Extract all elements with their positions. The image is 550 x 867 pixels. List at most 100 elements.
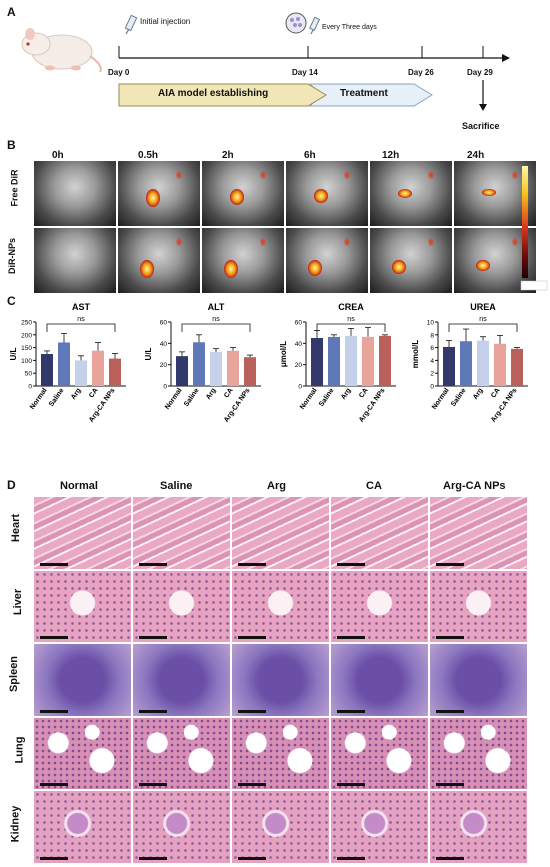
scale-bar [40,709,68,713]
scale-bar [436,856,464,860]
y-tick-label: 20 [295,362,303,369]
histology-image [330,716,429,790]
time-6h: 6h [304,150,316,161]
syringe-icon [124,14,138,35]
histology-image [231,569,330,643]
scale-bar [238,636,266,639]
significance-label: ns [479,316,487,323]
category-label: Arg [205,387,218,401]
histology-image [330,496,429,570]
scale-bar [337,709,365,713]
category-label: Arg [70,387,83,401]
y-tick-label: 150 [21,345,32,352]
category-label: Normal [299,387,319,411]
scale-bar [436,709,464,713]
bar [311,338,323,386]
phase-treatment-label: Treatment [340,88,388,99]
chart-title: UREA [470,302,496,312]
scale-bar [139,856,167,860]
histology-image [33,569,132,643]
category-label: Arg [472,387,485,401]
time-2h: 2h [222,150,234,161]
ivis-image [369,160,453,227]
row-dir-nps: DiR-NPs [7,237,18,275]
y-tick-label: 20 [160,362,168,369]
scale-bar [40,783,68,786]
scale-bar [436,636,464,639]
y-tick-label: 200 [21,332,32,339]
rat-illustration [21,28,102,73]
bar [244,357,256,386]
histology-image [132,569,231,643]
panel-b-label: B [7,138,16,152]
y-tick-label: 60 [160,320,168,327]
y-tick-label: 40 [160,341,168,348]
petri-dish-icon [285,12,307,34]
y-tick-label: 2 [430,371,434,378]
ivis-image [33,160,117,227]
phase-model-label: AIA model establishing [158,88,269,99]
scale-bar [436,783,464,786]
row-kidney: Kidney [9,805,22,843]
bar [362,336,374,386]
bar [92,350,104,386]
bar [41,354,53,386]
histology-image [429,496,528,570]
chart-title: CREA [338,302,364,312]
y-tick-label: 0 [298,384,302,391]
category-label: Arg [340,387,353,401]
histology-image [231,790,330,864]
day-29-label: Day 29 [467,68,493,77]
bar [477,340,489,386]
bar [193,342,205,386]
scale-bar [337,562,365,566]
ivis-image [117,160,201,227]
histology-image [132,496,231,570]
category-label: Saline [450,387,468,408]
scale-bar [436,562,464,566]
y-tick-label: 0 [163,384,167,391]
col-normal: Normal [60,480,98,492]
y-tick-label: 100 [21,358,32,365]
ivis-image [201,227,285,294]
histology-image [33,496,132,570]
row-free-dir: Free DiR [9,169,20,207]
histology-image [33,790,132,864]
col-ca: CA [366,480,382,492]
ivis-image [201,160,285,227]
time-0h: 0h [52,150,64,161]
y-tick-label: 60 [295,320,303,327]
category-label: CA [358,387,370,399]
bar [345,335,357,386]
significance-label: ns [347,316,355,323]
timeline [118,46,510,62]
chart-title: AST [72,302,91,312]
chart-title: ALT [208,302,225,312]
y-tick-label: 50 [25,371,33,378]
down-arrow-icon [479,80,487,111]
day-14-label: Day 14 [292,68,318,77]
category-label: Normal [164,387,184,411]
bar [210,351,222,386]
row-spleen: Spleen [8,655,21,693]
bar [494,343,506,386]
histology-image [429,790,528,864]
row-heart: Heart [10,513,23,543]
significance-bracket [316,323,386,332]
significance-bracket [181,323,251,332]
histology-image [33,716,132,790]
time-12h: 12h [382,150,400,161]
y-tick-label: 0 [28,384,32,391]
histology-image [429,643,528,717]
significance-label: ns [212,316,220,323]
histology-image [231,643,330,717]
histology-image [231,496,330,570]
scale-bar [139,709,167,713]
row-lung: Lung [13,736,26,764]
every-three-days-label: Every Three days [322,24,377,31]
significance-bracket [46,323,116,332]
scale-bar [238,709,266,713]
scale-bar [337,856,365,860]
